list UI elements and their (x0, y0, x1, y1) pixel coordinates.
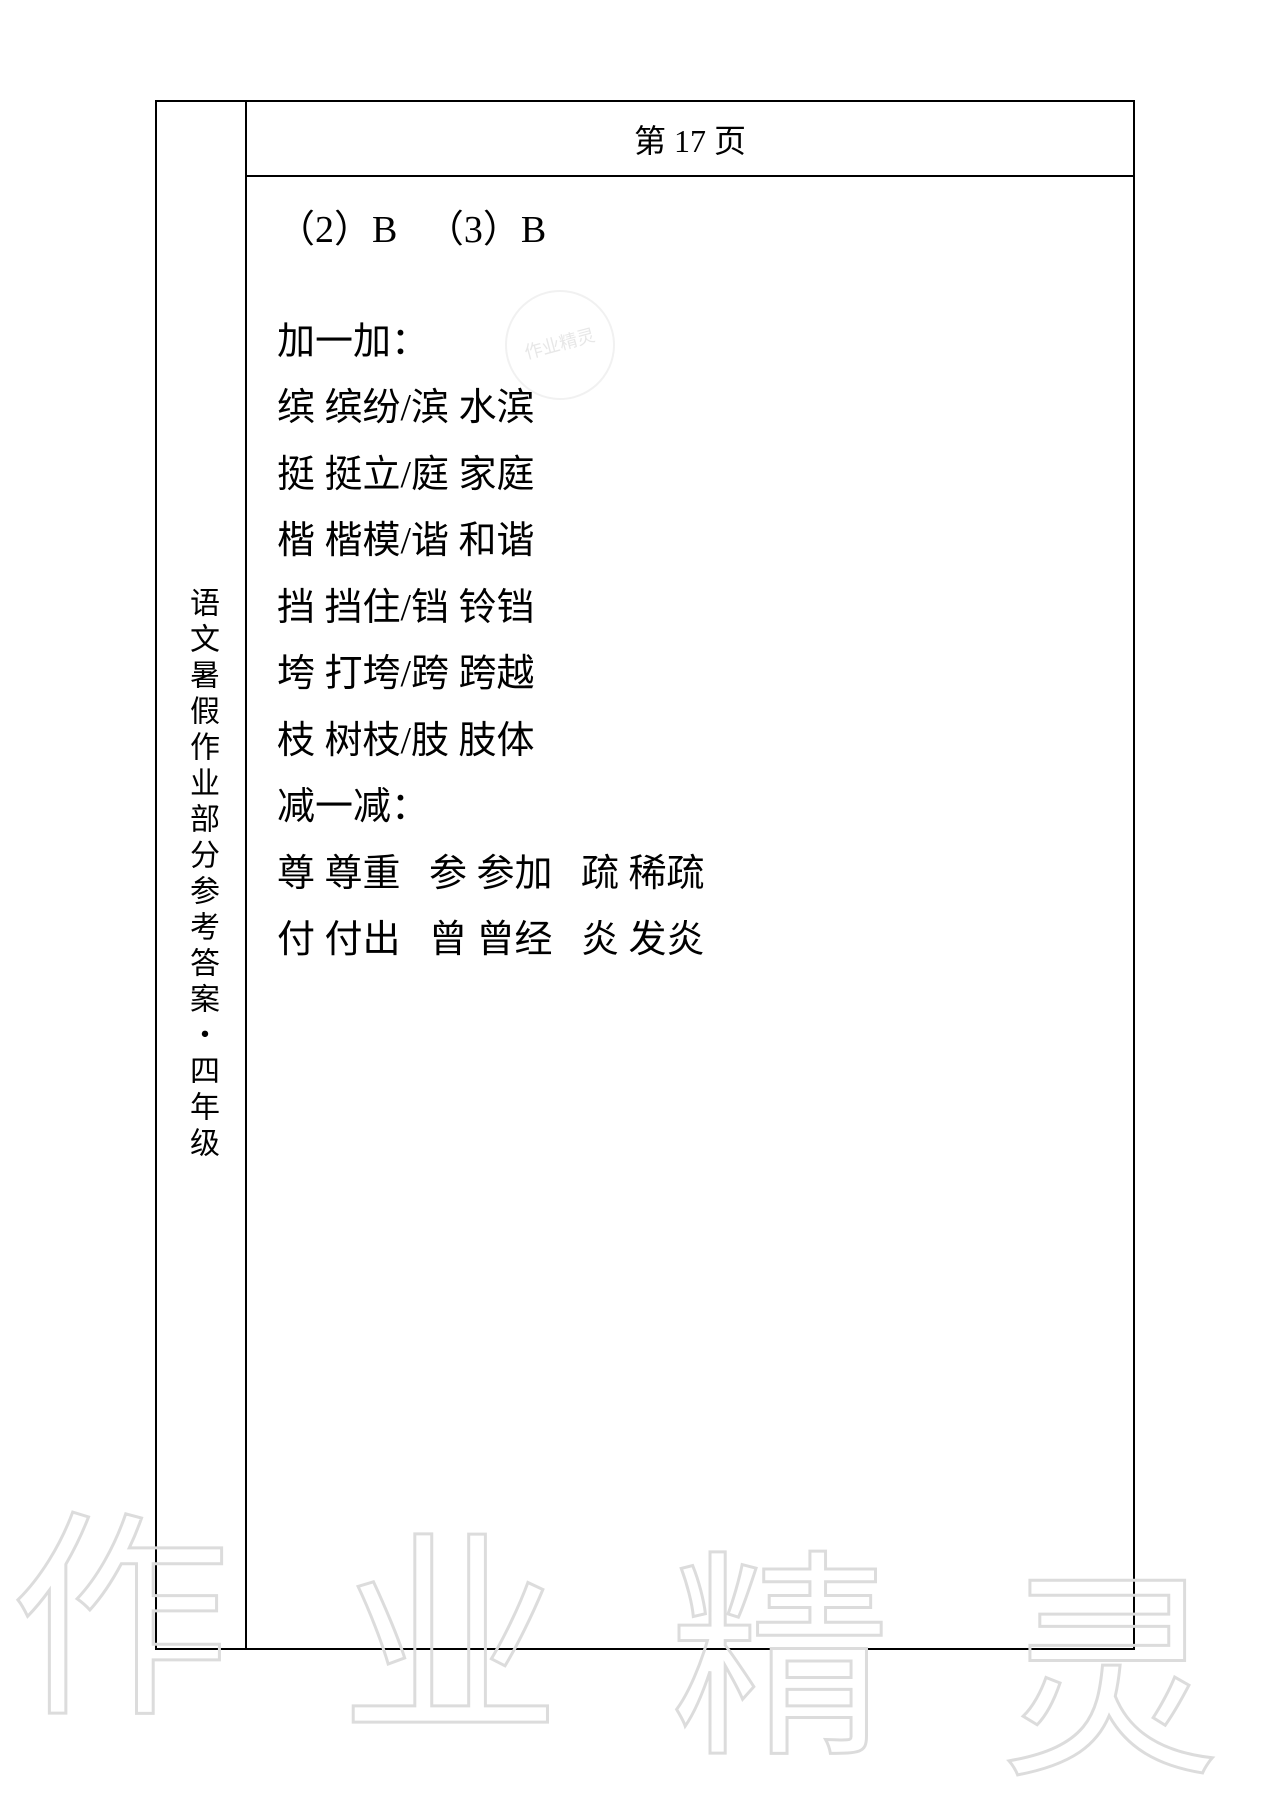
add-line: 挡 挡住/铛 铃铛 (277, 575, 1103, 642)
sub-line: 付 付出 曾 曾经 炎 发炎 (277, 907, 1103, 974)
add-line: 挺 挺立/庭 家庭 (277, 442, 1103, 509)
page-number-label: 第 17 页 (634, 116, 746, 162)
sidebar-title: 语文暑假作业部分参考答案・四年级 (186, 587, 216, 1163)
answer-line-1: （2）B （3）B (277, 197, 1103, 264)
add-line: 楷 楷模/谐 和谐 (277, 508, 1103, 575)
add-line: 枝 树枝/肢 肢体 (277, 708, 1103, 775)
watermark-seal-text: 作业精灵 (522, 324, 598, 365)
sidebar: 语文暑假作业部分参考答案・四年级 (157, 102, 247, 1648)
content-area: （2）B （3）B 加一加： 缤 缤纷/滨 水滨 挺 挺立/庭 家庭 楷 楷模/… (247, 177, 1133, 1648)
page-frame: 语文暑假作业部分参考答案・四年级 第 17 页 （2）B （3）B 加一加： 缤… (155, 100, 1135, 1650)
sub-line: 尊 尊重 参 参加 疏 稀疏 (277, 841, 1103, 908)
section-add-title: 加一加： (277, 309, 1103, 376)
page-header: 第 17 页 (247, 102, 1133, 177)
add-line: 缤 缤纷/滨 水滨 (277, 375, 1103, 442)
spacer (277, 264, 1103, 309)
section-sub-title: 减一减： (277, 774, 1103, 841)
add-line: 垮 打垮/跨 跨越 (277, 641, 1103, 708)
